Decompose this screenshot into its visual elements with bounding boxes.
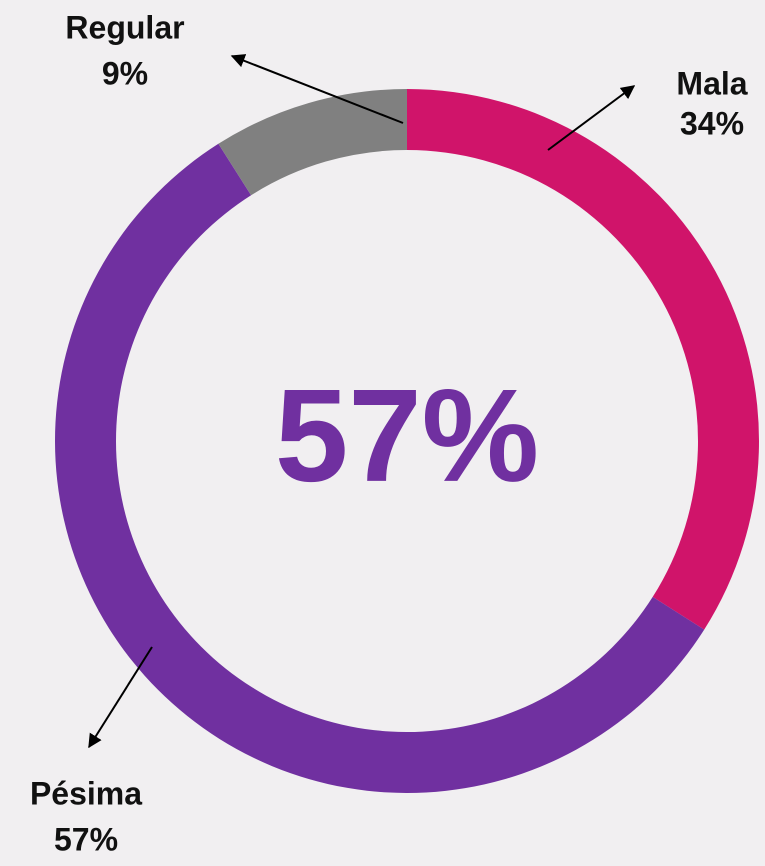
- leader-arrow: [88, 646, 153, 749]
- leader-arrow: [547, 85, 636, 151]
- donut: [55, 89, 759, 793]
- value-label: 57%: [54, 821, 118, 857]
- category-label: Pésima: [30, 775, 142, 811]
- donut-slice: [407, 89, 759, 630]
- value-label: 34%: [680, 105, 744, 141]
- leader-arrow: [230, 54, 404, 124]
- value-label: 9%: [102, 55, 148, 91]
- donut-slice: [218, 89, 407, 196]
- category-label: Mala: [676, 65, 747, 101]
- center-label: 57%: [275, 362, 539, 509]
- category-label: Regular: [65, 9, 184, 45]
